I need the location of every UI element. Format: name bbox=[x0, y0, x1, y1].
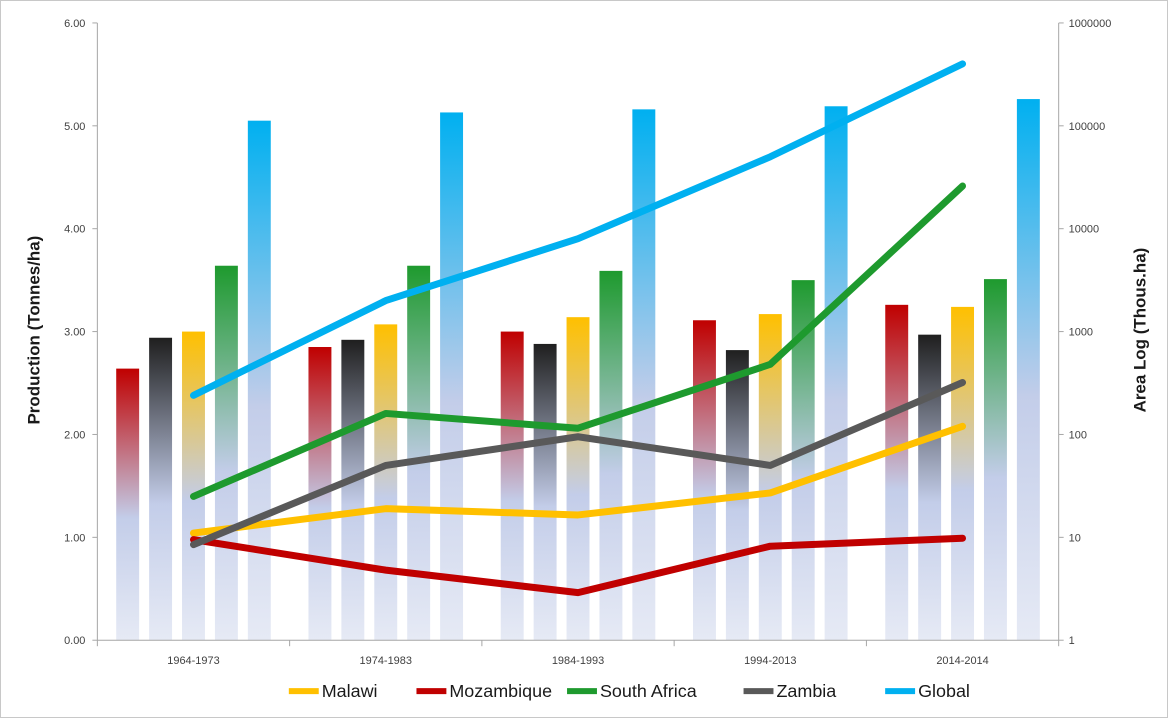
legend-item-malawi: Malawi bbox=[288, 681, 378, 701]
bar-global-1984-1993 bbox=[632, 109, 656, 641]
y-right-tick-label: 10 bbox=[1069, 532, 1081, 544]
legend: Malawi Mozambique South Africa Zambia Global bbox=[288, 681, 970, 701]
bar-south-africa-1994-2013 bbox=[791, 280, 815, 641]
y-left-tick-label: 5.00 bbox=[64, 121, 85, 133]
bar-malawi-2014-2014 bbox=[951, 306, 975, 641]
bar-zambia-2014-2014 bbox=[918, 334, 942, 641]
x-tick-label: 1984-1993 bbox=[552, 655, 604, 667]
y-right-tick-label: 10000 bbox=[1069, 224, 1099, 236]
line-group bbox=[190, 60, 967, 597]
legend-label: South Africa bbox=[600, 681, 697, 701]
bar-global-1974-1983 bbox=[440, 112, 464, 641]
bar-malawi-1984-1993 bbox=[566, 317, 590, 641]
line-zambia bbox=[190, 378, 967, 549]
y-left-tick-label: 3.00 bbox=[64, 327, 85, 339]
bar-south-africa-1964-1973 bbox=[214, 265, 238, 641]
y-right-tick-label: 100 bbox=[1069, 429, 1087, 441]
bar-global-1964-1973 bbox=[247, 120, 271, 641]
bar-malawi-1964-1973 bbox=[182, 331, 205, 641]
bar-mozambique-1994-2013 bbox=[692, 320, 716, 641]
y-left-tick-label: 1.00 bbox=[64, 532, 85, 544]
bar-mozambique-1964-1973 bbox=[116, 368, 140, 641]
axes bbox=[92, 22, 1064, 647]
legend-item-mozambique: Mozambique bbox=[416, 681, 552, 701]
bar-malawi-1974-1983 bbox=[374, 324, 398, 641]
line-south-africa bbox=[190, 182, 967, 500]
y-left-tick-label: 6.00 bbox=[64, 18, 85, 30]
legend-item-global: Global bbox=[885, 681, 970, 701]
bar-group bbox=[116, 99, 1040, 641]
y-right-tick-label: 1000000 bbox=[1069, 18, 1112, 30]
bar-south-africa-1984-1993 bbox=[599, 270, 623, 641]
y-right-tick-label: 1 bbox=[1069, 635, 1075, 647]
bar-global-2014-2014 bbox=[1016, 99, 1040, 641]
y-left-tick-label: 0.00 bbox=[64, 635, 85, 647]
y-left-tick-label: 4.00 bbox=[64, 224, 85, 236]
legend-label: Global bbox=[918, 681, 970, 701]
line-global bbox=[190, 60, 967, 399]
y-left-tick-label: 2.00 bbox=[64, 429, 85, 441]
legend-label: Zambia bbox=[776, 681, 836, 701]
line-mozambique bbox=[190, 534, 967, 597]
legend-item-zambia: Zambia bbox=[743, 681, 836, 701]
y-right-axis-title: Area Log (Thous.ha) bbox=[1130, 248, 1149, 413]
bar-global-1994-2013 bbox=[824, 106, 848, 641]
y-left-axis-title: Production (Tonnes/ha) bbox=[25, 236, 44, 425]
bar-south-africa-1974-1983 bbox=[407, 265, 431, 641]
legend-item-south-africa: South Africa bbox=[567, 681, 697, 701]
bar-mozambique-1984-1993 bbox=[500, 331, 524, 641]
bar-zambia-1964-1973 bbox=[149, 337, 173, 641]
x-tick-label: 1994-2013 bbox=[744, 655, 796, 667]
tick-labels: 0.00 1.00 2.00 3.00 4.00 5.00 6.00 1 10 100 1000 10… bbox=[64, 18, 1111, 667]
legend-label: Mozambique bbox=[449, 681, 552, 701]
y-right-tick-label: 1000 bbox=[1069, 327, 1093, 339]
x-tick-label: 1964-1973 bbox=[167, 655, 219, 667]
x-tick-label: 2014-2014 bbox=[936, 655, 988, 667]
bar-zambia-1974-1983 bbox=[341, 339, 365, 641]
bar-zambia-1984-1993 bbox=[533, 343, 557, 641]
x-tick-label: 1974-1983 bbox=[360, 655, 412, 667]
bar-mozambique-2014-2014 bbox=[885, 304, 909, 641]
bar-south-africa-2014-2014 bbox=[983, 279, 1007, 641]
bar-malawi-1994-2013 bbox=[758, 314, 782, 641]
line-malawi bbox=[190, 422, 967, 537]
y-right-tick-label: 100000 bbox=[1069, 121, 1106, 133]
legend-label: Malawi bbox=[322, 681, 378, 701]
